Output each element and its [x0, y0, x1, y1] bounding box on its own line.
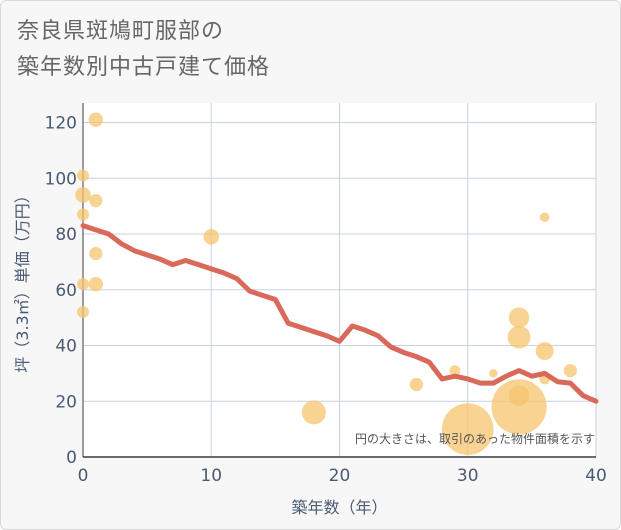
bubble-point-3 [77, 278, 89, 291]
bubble-point-15 [508, 307, 530, 328]
bubble-point-8 [88, 276, 104, 292]
bubble-point-1 [75, 187, 91, 203]
bubble-point-22 [563, 363, 577, 378]
bubble-point-14 [489, 369, 498, 378]
chart-title-line-2: 築年数別中古戸建て価格 [17, 55, 271, 80]
y-axis-label: 坪（3.3㎡）単価（万円） [13, 187, 32, 372]
x-tick-label-0: 0 [78, 466, 89, 486]
bubble-point-4 [77, 306, 89, 319]
x-tick-label-40: 40 [585, 466, 607, 486]
y-tick-label-80: 80 [55, 225, 77, 245]
size-legend-note: 円の大きさは、取引のあった物件面積を示す [355, 431, 595, 446]
x-tick-label-10: 10 [200, 466, 222, 486]
bubble-point-10 [301, 400, 326, 425]
bubble-point-19 [539, 212, 550, 223]
bubble-point-5 [88, 112, 104, 127]
y-tick-label-100: 100 [45, 169, 77, 189]
x-axis-label: 築年数（年） [291, 498, 387, 517]
y-tick-label-60: 60 [55, 281, 77, 301]
x-tick-label-20: 20 [329, 466, 351, 486]
trend-series [80, 223, 599, 404]
chart-title-line-1: 奈良県斑鳩町服部の [17, 19, 225, 44]
bubble-point-2 [77, 208, 89, 221]
tick-labels: 0 10 20 30 40 0 20 40 60 80 100 120 [45, 114, 607, 486]
x-tick-label-30: 30 [457, 466, 479, 486]
bubble-point-6 [89, 193, 103, 208]
chart-title: 奈良県斑鳩町服部の 築年数別中古戸建て価格 [17, 14, 270, 86]
bubble-point-17 [491, 379, 547, 435]
bubble-point-7 [89, 246, 103, 261]
bubble-series [75, 112, 577, 455]
bubble-point-11 [409, 377, 424, 392]
trend-line [80, 223, 599, 404]
y-tick-label-20: 20 [55, 392, 77, 412]
bubble-point-0 [77, 169, 89, 182]
bubble-point-20 [535, 342, 554, 361]
bubble-point-9 [203, 228, 220, 245]
bubble-point-13 [441, 403, 494, 455]
y-tick-label-0: 0 [66, 448, 77, 468]
bubble-point-16 [507, 325, 531, 349]
y-tick-label-120: 120 [45, 114, 77, 134]
y-tick-label-40: 40 [55, 337, 77, 357]
bubble-point-18 [508, 385, 530, 406]
bubble-point-12 [449, 365, 461, 376]
